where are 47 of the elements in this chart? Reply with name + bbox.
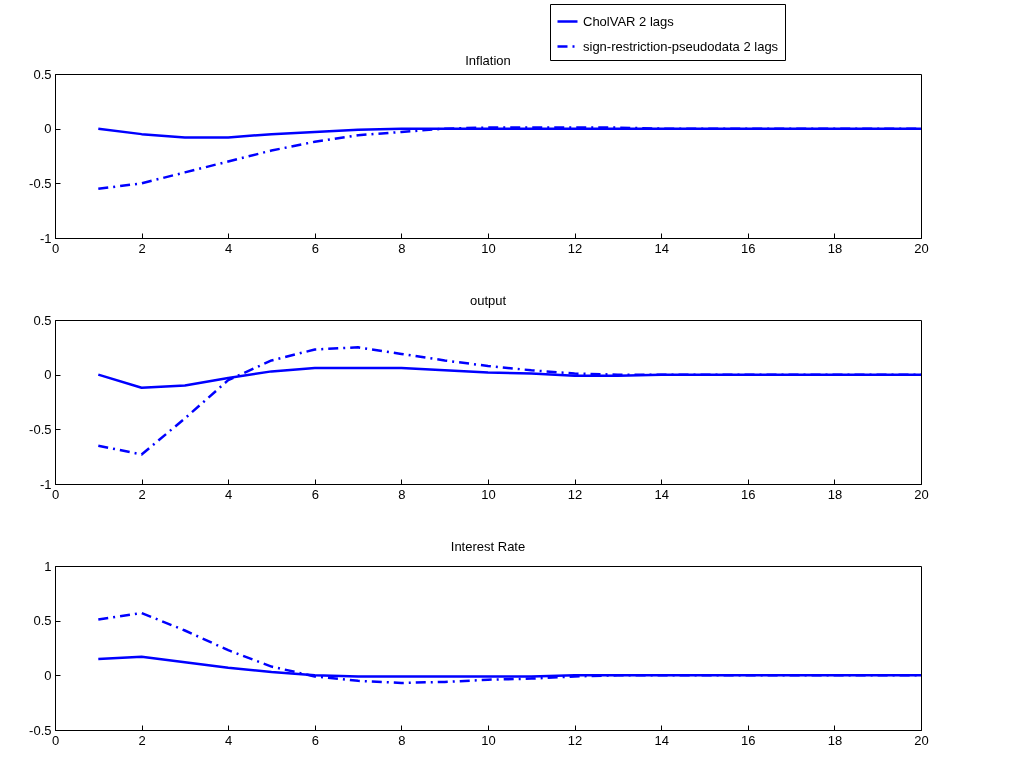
chart-title: output xyxy=(469,293,507,308)
y-tick-label: 0 xyxy=(44,367,52,383)
chart-title: Interest Rate xyxy=(450,539,526,554)
x-tick-label: 18 xyxy=(827,732,843,748)
x-tick-label: 14 xyxy=(654,732,669,748)
x-tick-label: 4 xyxy=(225,240,233,256)
x-tick-label: 20 xyxy=(914,732,929,748)
x-tick-label: 6 xyxy=(311,486,319,502)
x-tick-label: 4 xyxy=(225,486,233,502)
x-tick-label: 20 xyxy=(914,240,929,256)
x-tick-label: 6 xyxy=(311,732,319,748)
y-tick-label: -0.5 xyxy=(29,421,52,437)
chart-title: Inflation xyxy=(465,52,511,68)
y-tick-label: -0.5 xyxy=(29,175,52,191)
x-tick-label: 12 xyxy=(567,240,583,256)
x-tick-label: 16 xyxy=(741,486,756,502)
x-tick-label: 10 xyxy=(481,732,496,748)
y-tick-label: 0.5 xyxy=(33,613,52,629)
y-tick-label: -1 xyxy=(39,230,52,246)
y-tick-label: 0 xyxy=(44,121,52,137)
x-tick-label: 2 xyxy=(138,732,146,748)
legend-label: CholVAR 2 lags xyxy=(583,13,675,29)
y-tick-label: -1 xyxy=(39,476,52,492)
x-tick-label: 8 xyxy=(398,732,406,748)
x-tick-label: 2 xyxy=(138,486,146,502)
y-tick-label: 0.5 xyxy=(33,312,52,328)
x-tick-label: 20 xyxy=(914,486,929,502)
x-tick-label: 16 xyxy=(741,732,756,748)
x-tick-label: 14 xyxy=(654,486,669,502)
x-tick-label: 12 xyxy=(567,732,583,748)
x-tick-label: 8 xyxy=(398,240,406,256)
x-tick-label: 14 xyxy=(654,240,669,256)
legend-label: sign-restriction-pseudodata 2 lags xyxy=(583,38,779,54)
x-tick-label: 12 xyxy=(567,486,583,502)
x-tick-label: 2 xyxy=(138,240,146,256)
x-tick-label: 6 xyxy=(311,240,319,256)
y-tick-label: 1 xyxy=(44,558,52,574)
x-tick-label: 18 xyxy=(827,240,843,256)
x-tick-label: 16 xyxy=(741,240,756,256)
y-tick-label: 0 xyxy=(44,667,52,683)
y-tick-label: -0.5 xyxy=(29,722,52,738)
x-tick-label: 10 xyxy=(481,486,496,502)
x-tick-label: 10 xyxy=(481,240,496,256)
x-tick-label: 4 xyxy=(225,732,233,748)
x-tick-label: 18 xyxy=(827,486,843,502)
x-tick-label: 8 xyxy=(398,486,406,502)
y-tick-label: 0.5 xyxy=(33,66,52,82)
